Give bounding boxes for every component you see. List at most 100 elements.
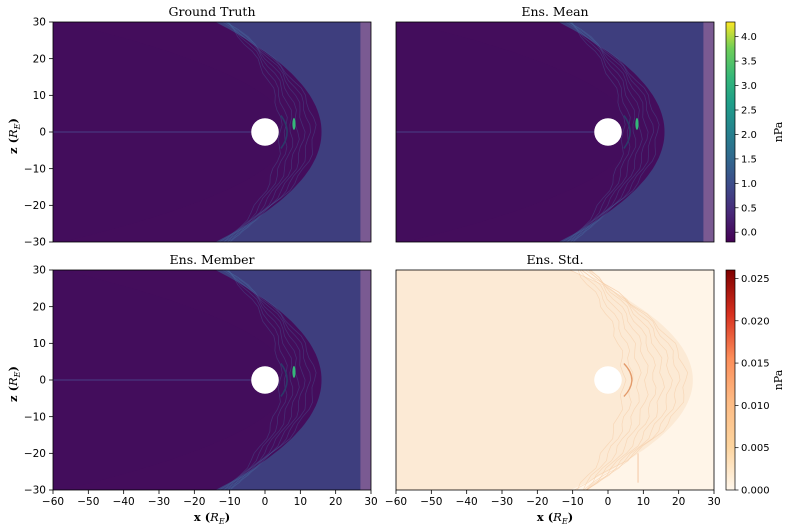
colorbar-gradient bbox=[725, 269, 736, 491]
sheath-wave bbox=[227, 22, 294, 242]
panel-title: Ens. Std. bbox=[526, 252, 583, 267]
bow-shock-sheath bbox=[215, 270, 371, 490]
axes-frame bbox=[395, 21, 715, 243]
x-tick-label: 30 bbox=[707, 496, 720, 508]
heatmap-field bbox=[396, 22, 714, 242]
inner-boundary bbox=[251, 118, 279, 146]
x-tick-label: −20 bbox=[183, 496, 205, 508]
panel-top-left bbox=[49, 21, 372, 243]
std-wave bbox=[586, 270, 673, 490]
colorbar-tick-label: 0.005 bbox=[741, 443, 770, 454]
pressure-pileup bbox=[292, 365, 296, 378]
x-tick-label: −30 bbox=[491, 496, 513, 508]
heatmap-field bbox=[396, 270, 714, 490]
colorbar-top: 0.0 0.5 1.0 1.5 2.0 2.5 3.0 3.5 4.0 nPa bbox=[725, 21, 785, 243]
sheath-wave bbox=[227, 22, 288, 242]
panel-top-right bbox=[395, 21, 715, 243]
axes-frame bbox=[395, 269, 715, 491]
panel-bottom-left bbox=[49, 269, 372, 494]
colorbar-tick-label: 0.000 bbox=[741, 486, 770, 497]
sheath-wave bbox=[225, 270, 306, 490]
std-wave bbox=[579, 270, 634, 490]
std-magnetopause-arc bbox=[623, 363, 633, 397]
y-tick-label: −20 bbox=[24, 200, 46, 212]
magnetopause-arc bbox=[623, 115, 631, 149]
sheath-wave bbox=[218, 22, 317, 242]
colorbar-bottom: 0.000 0.005 0.010 0.015 0.020 0.025 nPa bbox=[725, 269, 785, 497]
x-tick-label: −50 bbox=[77, 496, 99, 508]
sheath-wave bbox=[570, 22, 637, 242]
colorbar-tick-label: 0.015 bbox=[741, 359, 770, 370]
heatmap-field bbox=[53, 270, 371, 490]
colorbar-gradient bbox=[725, 21, 736, 243]
sheath-wave bbox=[224, 270, 283, 490]
sheath-wave bbox=[218, 270, 317, 490]
std-wave bbox=[581, 270, 642, 490]
sheath-wave bbox=[226, 22, 300, 242]
boundary-layer bbox=[360, 270, 371, 490]
y-tick-label: 10 bbox=[33, 338, 46, 350]
x-tick-label: −40 bbox=[113, 496, 135, 508]
y-tick-label: 0 bbox=[39, 375, 46, 387]
magnetopause-arc bbox=[280, 363, 288, 397]
std-wave bbox=[581, 270, 681, 490]
std-wave bbox=[586, 270, 665, 490]
boundary-layer bbox=[703, 22, 714, 242]
x-tick-label: −60 bbox=[42, 496, 64, 508]
y-axis-title: z (RE) bbox=[6, 366, 22, 402]
colorbar-tick-label: 0.5 bbox=[741, 203, 757, 214]
std-wave bbox=[577, 270, 627, 490]
sheath-wave bbox=[224, 22, 283, 242]
sheath-wave bbox=[226, 270, 300, 490]
colorbar-tick-label: 2.5 bbox=[741, 106, 757, 117]
inner-boundary bbox=[594, 118, 622, 146]
y-tick-label: 30 bbox=[33, 17, 46, 29]
sheath-wave bbox=[567, 22, 626, 242]
sheath-wave bbox=[561, 22, 660, 242]
colorbar-tick-label: 0.010 bbox=[741, 401, 770, 412]
colorbar-tick-label: 3.0 bbox=[741, 81, 757, 92]
pressure-pileup bbox=[635, 117, 639, 130]
colorbar-unit-label: nPa bbox=[772, 121, 785, 142]
std-wave bbox=[585, 270, 649, 490]
colorbar-tick-label: 2.0 bbox=[741, 130, 757, 141]
x-tick-label: 30 bbox=[364, 496, 377, 508]
bow-shock-sheath bbox=[215, 22, 371, 242]
colorbar-tick-label: 1.5 bbox=[741, 154, 757, 165]
y-axis-title: z (RE) bbox=[6, 118, 22, 154]
panel-title: Ens. Mean bbox=[521, 4, 588, 19]
x-tick-label: −20 bbox=[526, 496, 548, 508]
y-tick-label: 0 bbox=[39, 127, 46, 139]
y-tick-label: −10 bbox=[24, 411, 46, 423]
x-tick-label: −50 bbox=[420, 496, 442, 508]
colorbar-tick-label: 0.025 bbox=[741, 274, 770, 285]
colorbar-tick-label: 1.0 bbox=[741, 179, 757, 190]
x-axis-title: x (RE) bbox=[537, 510, 573, 526]
magnetopause-arc bbox=[280, 115, 288, 149]
x-tick-label: −10 bbox=[219, 496, 241, 508]
x-tick-label: 0 bbox=[262, 496, 269, 508]
colorbar-unit-label: nPa bbox=[772, 369, 785, 390]
pressure-pileup bbox=[292, 117, 296, 130]
x-tick-label: −10 bbox=[562, 496, 584, 508]
y-tick-label: −30 bbox=[24, 485, 46, 497]
inner-boundary bbox=[594, 366, 622, 394]
heatmap-field bbox=[53, 22, 371, 242]
sheath-wave bbox=[568, 22, 649, 242]
sheath-wave bbox=[570, 22, 631, 242]
y-tick-label: 20 bbox=[33, 301, 46, 313]
inner-boundary bbox=[251, 366, 279, 394]
x-tick-label: 10 bbox=[294, 496, 307, 508]
std-wave bbox=[585, 270, 657, 490]
bow-shock-sheath bbox=[558, 22, 714, 242]
colorbar-tick-label: 3.5 bbox=[741, 57, 757, 68]
sheath-wave bbox=[227, 270, 288, 490]
colorbar-tick-label: 4.0 bbox=[741, 32, 757, 43]
y-tick-label: −20 bbox=[24, 448, 46, 460]
y-tick-label: 10 bbox=[33, 90, 46, 102]
sheath-wave bbox=[223, 270, 312, 490]
x-tick-label: 0 bbox=[605, 496, 612, 508]
colorbar-tick-label: 0.020 bbox=[741, 316, 770, 327]
sheath-wave bbox=[225, 22, 306, 242]
